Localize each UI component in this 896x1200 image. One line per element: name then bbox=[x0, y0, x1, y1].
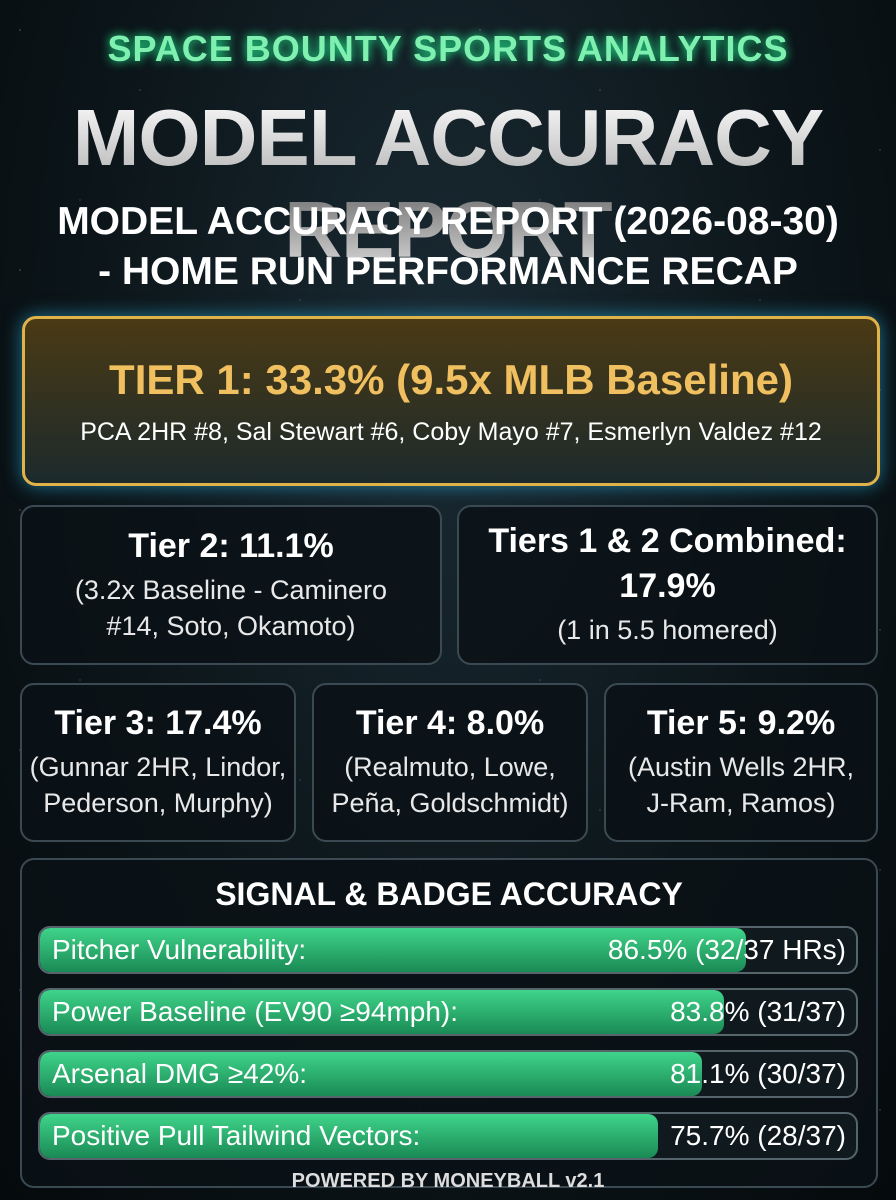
signal-row: Positive Pull Tailwind Vectors: 75.7% (28… bbox=[38, 1112, 858, 1160]
card-title: Tiers 1 & 2 Combined: bbox=[488, 522, 847, 560]
card-title: Tier 3: 17.4% bbox=[54, 704, 262, 742]
tier1-card: TIER 1: 33.3% (9.5x MLB Baseline) PCA 2H… bbox=[22, 316, 880, 486]
card-line: 17.9% bbox=[619, 567, 716, 605]
title: MODEL ACCURACY REPORT bbox=[0, 92, 896, 276]
signals-title: SIGNAL & BADGE ACCURACY bbox=[215, 876, 683, 912]
signal-value: 81.1% (30/37) bbox=[670, 1058, 846, 1089]
signal-label: Pitcher Vulnerability: bbox=[52, 934, 307, 965]
signal-bar bbox=[40, 1052, 702, 1096]
card-title: Tier 4: 8.0% bbox=[355, 704, 545, 742]
tier-card: Tier 3: 17.4% (Gunnar 2HR, Lindor, Pederso… bbox=[20, 683, 296, 842]
signal-value: 75.7% (28/37) bbox=[670, 1120, 846, 1151]
footer: POWERED BY MONEYBALL v2.1 bbox=[291, 1170, 605, 1192]
signal-bar bbox=[40, 928, 746, 972]
signal-label: Arsenal DMG ≥42%: bbox=[52, 1058, 308, 1089]
tier-card: Tier 5: 9.2% (Austin Wells 2HR, J-Ram, Ram… bbox=[604, 683, 878, 842]
signal-row: Arsenal DMG ≥42%: 81.1% (30/37) bbox=[38, 1050, 858, 1098]
signal-label: Power Baseline (EV90 ≥94mph): bbox=[52, 996, 459, 1027]
card-line: (Austin Wells 2HR, bbox=[627, 752, 855, 782]
signal-value: 83.8% (31/37) bbox=[670, 996, 846, 1027]
tier1-headline: TIER 1: 33.3% (9.5x MLB Baseline) bbox=[109, 355, 793, 403]
signal-value: 86.5% (32/37 HRs) bbox=[607, 934, 846, 965]
signal-row: Pitcher Vulnerability: 86.5% (32/37 HRs) bbox=[38, 926, 858, 974]
tier-card: Tiers 1 & 2 Combined: 17.9% (1 in 5.5 home… bbox=[457, 505, 878, 665]
tier-card: Tier 4: 8.0% (Realmuto, Lowe, Peña, Goldsc… bbox=[312, 683, 588, 842]
subtitle: MODEL ACCURACY REPORT (2026-08-30) bbox=[57, 200, 839, 243]
card-line: (1 in 5.5 homered) bbox=[557, 615, 778, 645]
signal-bar bbox=[40, 1114, 658, 1158]
tier-card: Tier 2: 11.1% (3.2x Baseline - Caminero #1… bbox=[20, 505, 442, 665]
brand: SPACE BOUNTY SPORTS ANALYTICS bbox=[107, 28, 789, 69]
card-line: #14, Soto, Okamoto) bbox=[106, 610, 356, 641]
card-line: (Realmuto, Lowe, bbox=[344, 752, 556, 782]
card-title: Tier 2: 11.1% bbox=[128, 526, 334, 565]
card-title: Tier 5: 9.2% bbox=[646, 704, 836, 742]
card-line: Pederson, Murphy) bbox=[43, 788, 273, 818]
signal-label: Positive Pull Tailwind Vectors: bbox=[52, 1120, 421, 1151]
tier1-players: PCA 2HR #8, Sal Stewart #6, Coby Mayo #7… bbox=[80, 417, 822, 446]
card-line: (3.2x Baseline - Caminero bbox=[74, 574, 388, 605]
card-line: Peña, Goldschmidt) bbox=[331, 788, 569, 818]
card-line: (Gunnar 2HR, Lindor, bbox=[29, 752, 287, 782]
card-line: J-Ram, Ramos) bbox=[646, 788, 836, 818]
signal-row: Power Baseline (EV90 ≥94mph): 83.8% (31/3… bbox=[38, 988, 858, 1036]
signal-bar bbox=[40, 990, 724, 1034]
subtitle: - HOME RUN PERFORMANCE RECAP bbox=[98, 250, 798, 293]
